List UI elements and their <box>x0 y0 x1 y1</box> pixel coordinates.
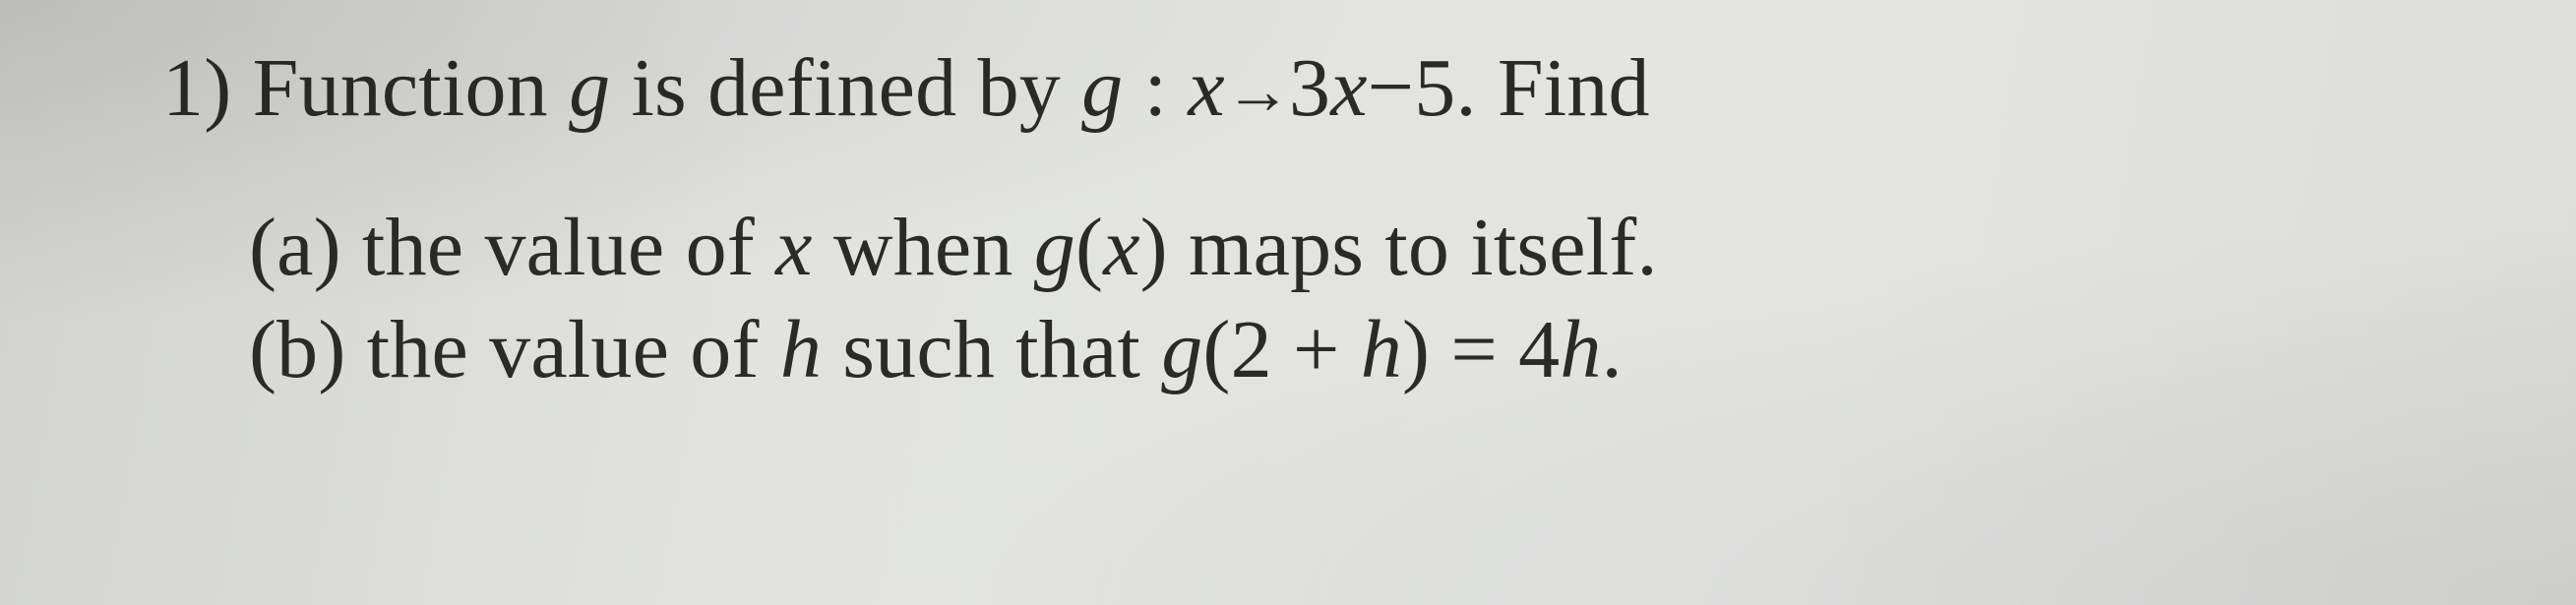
fn-g: g <box>1034 202 1075 293</box>
paren-close: ) <box>1140 202 1168 293</box>
paren-open: ( <box>1075 202 1103 293</box>
part-a-label: (a) <box>249 202 341 293</box>
part-b: (b) the value of h such that g(2 + h) = … <box>249 309 2468 392</box>
arg-x: x <box>1103 202 1139 293</box>
map-var-x: x <box>1188 42 1224 134</box>
arg-var-h: h <box>1361 304 1402 395</box>
map-rhs-coef: 3 <box>1289 42 1330 134</box>
fn-name-g: g <box>569 42 610 134</box>
stem-text: Function <box>253 42 569 134</box>
map-rhs-const: 5 <box>1414 42 1455 134</box>
minus-op: − <box>1368 46 1415 129</box>
part-b-text: . <box>1602 304 1623 395</box>
question-stem: 1) Function g is defined by g : x → 3x −… <box>162 47 2468 130</box>
part-b-label: (b) <box>249 304 346 395</box>
part-a-text: when <box>813 202 1034 293</box>
part-a-text: the value of <box>341 202 775 293</box>
paren-open: ( <box>1202 304 1230 395</box>
part-a-text: maps to itself. <box>1168 202 1658 293</box>
plus-op: + <box>1272 304 1361 395</box>
rhs-var-h: h <box>1560 304 1601 395</box>
parts-block: (a) the value of x when g(x) maps to its… <box>249 207 2468 392</box>
map-colon: : <box>1123 42 1188 134</box>
rhs-coef-4: 4 <box>1518 304 1560 395</box>
map-fn-g: g <box>1081 42 1123 134</box>
part-b-text: the value of <box>346 304 780 395</box>
stem-text: is defined by <box>610 42 1081 134</box>
map-rhs-var-x: x <box>1330 42 1367 134</box>
part-b-text: such that <box>822 304 1161 395</box>
arg-const-2: 2 <box>1231 304 1272 395</box>
var-x: x <box>775 202 812 293</box>
equals-op: = <box>1430 304 1518 395</box>
question-number: 1) <box>162 42 231 134</box>
part-a: (a) the value of x when g(x) maps to its… <box>249 207 2468 289</box>
stem-end: . Find <box>1455 42 1649 134</box>
var-h: h <box>780 304 822 395</box>
fn-g: g <box>1161 304 1202 395</box>
maps-to-arrow-icon: → <box>1225 58 1289 124</box>
paren-close: ) <box>1402 304 1430 395</box>
page: 1) Function g is defined by g : x → 3x −… <box>0 0 2576 605</box>
